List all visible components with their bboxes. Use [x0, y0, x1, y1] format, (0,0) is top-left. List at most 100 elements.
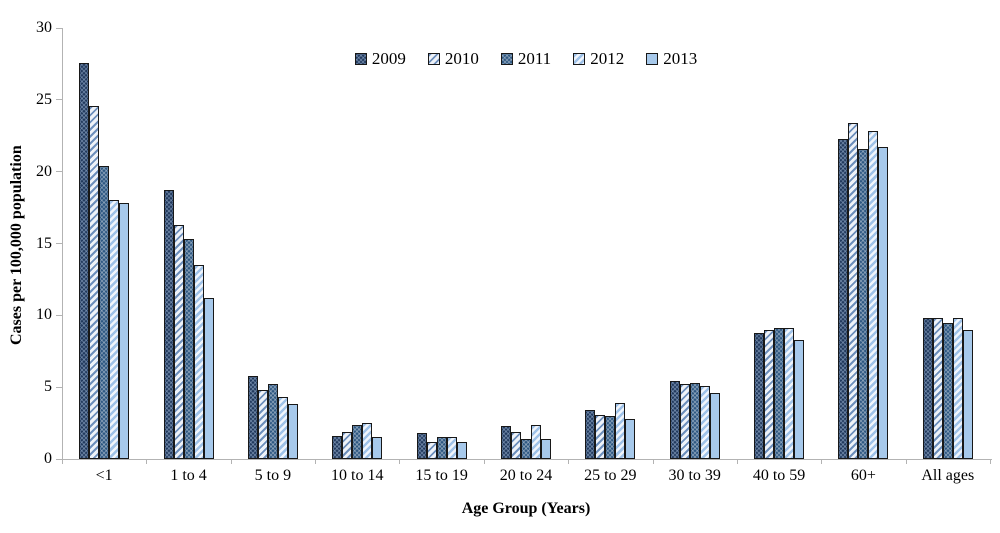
bar-2011-20-to-24 — [520, 438, 531, 459]
bar-2012-15-to-19 — [446, 437, 457, 459]
bar-2010-all-ages — [932, 318, 943, 459]
bar-2009-40-to-59 — [754, 332, 765, 459]
bar-2009-25-to-29 — [585, 410, 596, 459]
legend: 2009 2010 2011 2012 2013 — [62, 50, 990, 67]
x-axis-tick — [146, 459, 148, 464]
x-axis-tick — [568, 459, 570, 464]
bar-2013-10-to-14 — [372, 437, 383, 459]
bar-2012-<1 — [109, 200, 120, 459]
bar-group-60+ — [821, 28, 905, 459]
bar-2010-60+ — [848, 122, 859, 459]
bar-2009-15-to-19 — [416, 433, 427, 459]
bar-2011-1-to-4 — [183, 239, 194, 459]
x-axis-tick — [905, 459, 907, 464]
bar-group-30-to-39 — [653, 28, 737, 459]
bar-2010-<1 — [89, 105, 100, 459]
plot-area — [62, 28, 990, 459]
bar-2009-5-to-9 — [247, 375, 258, 459]
bar-2011-25-to-29 — [605, 415, 616, 459]
legend-swatch-2012 — [573, 52, 586, 65]
y-axis-line — [62, 28, 63, 459]
bar-2011-15-to-19 — [436, 437, 447, 459]
x-label-10-to-14: 10 to 14 — [331, 467, 384, 484]
legend-label-2009: 2009 — [371, 49, 406, 68]
bar-2012-5-to-9 — [277, 397, 288, 459]
bar-2012-all-ages — [952, 318, 963, 459]
bar-2010-20-to-24 — [510, 431, 521, 459]
bar-2013-5-to-9 — [287, 404, 298, 459]
x-label-5-to-9: 5 to 9 — [254, 467, 292, 484]
bar-group-25-to-29 — [568, 28, 652, 459]
bar-2013-15-to-19 — [456, 441, 467, 459]
bar-2013-60+ — [878, 147, 889, 459]
bar-2010-1-to-4 — [173, 224, 184, 459]
bar-2012-10-to-14 — [362, 423, 373, 459]
x-label-30-to-39: 30 to 39 — [668, 467, 721, 484]
y-axis-tick-label: 0 — [44, 450, 52, 467]
bar-2009-<1 — [79, 62, 90, 459]
legend-item-2009: 2009 — [354, 49, 406, 68]
legend-item-2013: 2013 — [646, 50, 697, 67]
y-axis-tick-label: 5 — [44, 378, 52, 396]
x-axis-tick — [230, 459, 232, 464]
x-axis-tick — [315, 459, 317, 464]
legend-label-2012: 2012 — [590, 49, 625, 68]
legend-swatch-2009 — [354, 52, 367, 65]
bar-2012-1-to-4 — [193, 265, 204, 459]
bar-2009-1-to-4 — [163, 190, 174, 459]
x-axis-tick — [736, 459, 738, 464]
bar-2009-10-to-14 — [332, 436, 343, 459]
bar-2009-20-to-24 — [500, 426, 511, 459]
x-axis-tick — [652, 459, 654, 464]
x-axis-category-labels: <1 1 to 4 5 to 9 10 to 14 15 to 19 20 to 24 25… — [62, 467, 990, 485]
bar-2013-1-to-4 — [203, 298, 214, 459]
legend-swatch-2013 — [646, 52, 659, 65]
x-axis-tick — [990, 459, 991, 464]
bar-2011-30-to-39 — [689, 382, 700, 459]
bar-group-40-to-59 — [737, 28, 821, 459]
y-axis-tick — [56, 27, 62, 29]
x-label-all-ages: All ages — [921, 467, 975, 484]
x-axis-tick — [62, 459, 63, 464]
bar-2010-25-to-29 — [595, 414, 606, 459]
y-axis-tick-label: 10 — [36, 306, 52, 324]
y-axis-tick — [56, 171, 62, 173]
bar-2011-5-to-9 — [267, 384, 278, 459]
bar-2013-30-to-39 — [709, 392, 720, 459]
bar-2012-30-to-39 — [699, 385, 710, 459]
bar-2011-40-to-59 — [774, 328, 785, 459]
x-axis-tick — [821, 459, 823, 464]
legend-item-2012: 2012 — [573, 50, 624, 67]
bar-group-1-to-4 — [146, 28, 230, 459]
bar-2013-40-to-59 — [794, 339, 805, 459]
y-axis-tick — [56, 243, 62, 244]
bar-2012-40-to-59 — [784, 328, 795, 459]
bar-2013-20-to-24 — [540, 438, 551, 459]
x-label-1-to-4: 1 to 4 — [170, 467, 207, 484]
x-label-40-to-59: 40 to 59 — [752, 467, 806, 484]
y-axis-tick-label: 15 — [36, 234, 52, 252]
x-axis-line — [56, 459, 992, 460]
bar-2009-all-ages — [922, 318, 933, 459]
bar-2010-15-to-19 — [426, 441, 437, 459]
x-label-60+: 60+ — [850, 467, 876, 484]
y-axis-tick — [56, 458, 62, 460]
bar-group-10-to-14 — [315, 28, 399, 459]
legend-label-2013: 2013 — [663, 49, 698, 68]
bar-2009-60+ — [838, 138, 849, 459]
x-axis-tick — [399, 459, 401, 464]
bar-2012-25-to-29 — [615, 403, 626, 459]
x-label-20-to-24: 20 to 24 — [499, 467, 553, 484]
bar-2013-<1 — [119, 203, 130, 459]
bar-2011-10-to-14 — [352, 424, 363, 459]
bar-2012-20-to-24 — [530, 424, 541, 459]
y-axis-tick — [56, 386, 62, 388]
legend-label-2011: 2011 — [517, 49, 552, 68]
x-axis-tick — [483, 459, 485, 464]
y-axis-tick-label: 25 — [36, 90, 52, 108]
bar-2010-30-to-39 — [679, 384, 690, 459]
y-axis-tick — [56, 99, 62, 101]
bar-2011-60+ — [858, 148, 869, 459]
bar-group-20-to-24 — [484, 28, 568, 459]
